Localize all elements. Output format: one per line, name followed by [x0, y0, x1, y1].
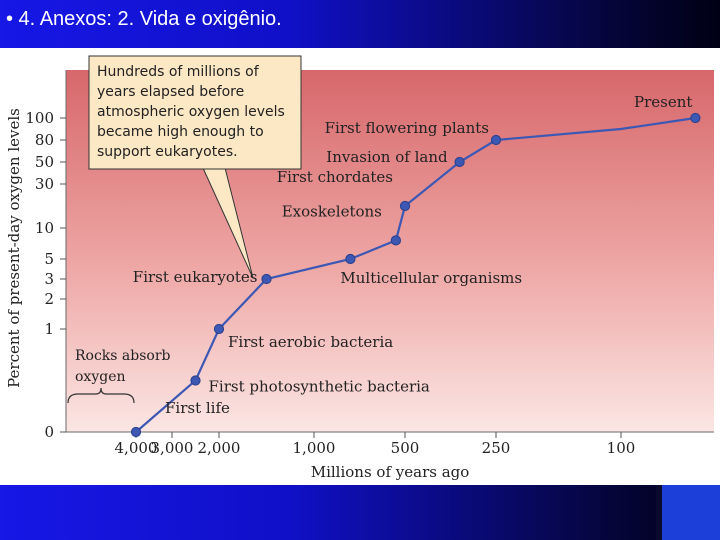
rocks-label-line-2: oxygen — [75, 369, 126, 385]
point-label: First eukaryotes — [133, 268, 258, 286]
y-tick-label: 2 — [44, 290, 54, 308]
data-point — [345, 253, 356, 265]
x-tick-label: 100 — [607, 439, 636, 457]
y-tick-label: 5 — [44, 250, 54, 268]
point-label: Exoskeletons — [282, 202, 382, 220]
point-label: First aerobic bacteria — [228, 333, 393, 351]
rocks-annotation: Rocks absorb oxygen — [67, 348, 171, 404]
data-point — [454, 156, 465, 168]
x-tick-label: 4,000 — [115, 439, 158, 457]
y-tick-label: 1 — [44, 320, 54, 338]
callout-line-5: support eukaryotes. — [97, 144, 238, 160]
y-tick-label: 3 — [44, 270, 54, 288]
point-label: Invasion of land — [326, 148, 448, 166]
x-tick-label: 500 — [391, 439, 420, 457]
x-tick-label: 2,000 — [198, 439, 241, 457]
slide-title: • 4. Anexos: 2. Vida e oxigênio. — [6, 8, 282, 30]
rocks-bracket — [67, 387, 135, 404]
data-point — [190, 375, 201, 386]
data-point — [690, 112, 701, 124]
callout-box: Hundreds of millions of years elapsed be… — [88, 55, 302, 279]
bottom-bar-block — [662, 485, 720, 540]
x-tick-label: 3,000 — [151, 439, 194, 457]
data-point — [130, 426, 142, 438]
data-point — [399, 200, 411, 212]
y-tick-label: 80 — [35, 131, 54, 149]
point-label: First chordates — [277, 168, 393, 186]
y-tick-label: 100 — [25, 109, 54, 127]
y-tick-label: 0 — [44, 423, 54, 441]
point-label: First photosynthetic bacteria — [209, 378, 430, 396]
title-bar: • 4. Anexos: 2. Vida e oxigênio. — [0, 0, 720, 48]
data-point — [490, 134, 502, 146]
point-label: First life — [165, 399, 230, 417]
x-tick-label: 250 — [482, 439, 511, 457]
rocks-label-line-1: Rocks absorb — [75, 348, 171, 364]
x-tick-label: 1,000 — [293, 439, 336, 457]
point-label: Multicellular organisms — [340, 269, 522, 287]
callout-line-2: years elapsed before — [97, 84, 244, 100]
data-point — [390, 235, 401, 246]
y-tick-label: 50 — [35, 153, 54, 171]
bottom-bar-divider — [656, 485, 664, 540]
callout-line-1: Hundreds of millions of — [97, 64, 260, 80]
point-label: First flowering plants — [325, 119, 489, 137]
callout-line-3: atmospheric oxygen levels — [97, 104, 285, 120]
data-point — [213, 323, 225, 335]
y-tick-label: 10 — [35, 219, 54, 237]
data-point — [261, 273, 272, 285]
point-label: Present — [634, 93, 692, 111]
callout-line-4: became high enough to — [97, 124, 264, 140]
y-axis-label: Percent of present-day oxygen levels — [5, 108, 23, 388]
y-tick-label: 30 — [35, 175, 54, 193]
bottom-bar — [0, 485, 720, 540]
x-axis-label: Millions of years ago — [311, 463, 470, 481]
